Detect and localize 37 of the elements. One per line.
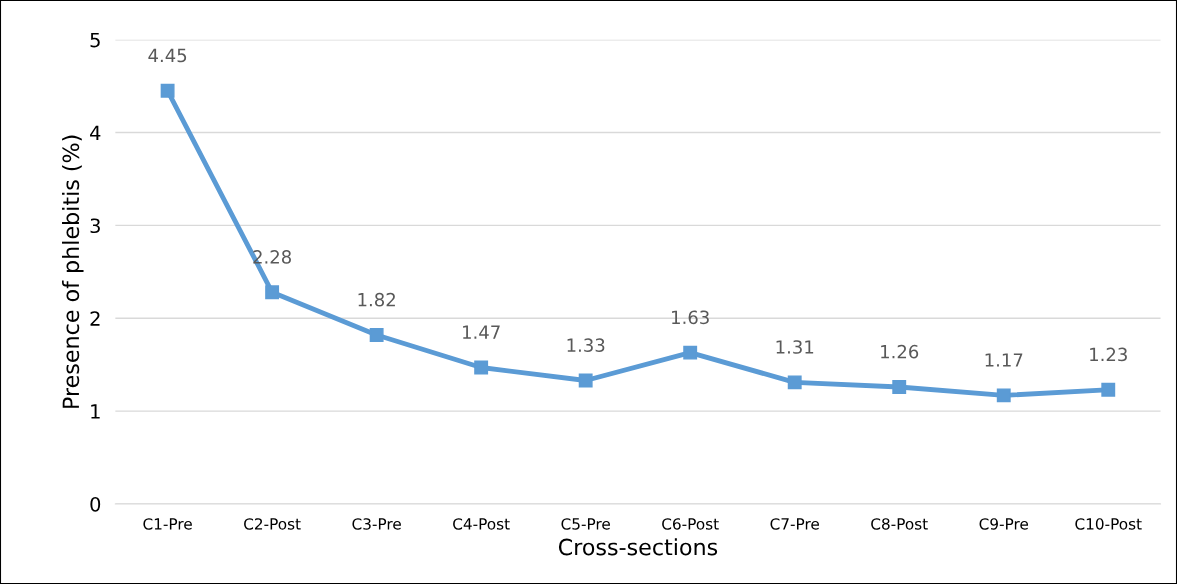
x-tick-label: C3-Pre <box>352 518 401 530</box>
point <box>265 285 280 300</box>
x-tick-label: C9-Pre <box>979 518 1029 530</box>
x-tick-label: C6-Post <box>662 518 719 530</box>
point <box>996 388 1011 403</box>
y-tick-label: 5 <box>90 32 100 48</box>
data-label: 1.31 <box>776 340 814 354</box>
point <box>892 380 907 394</box>
point <box>1101 382 1116 397</box>
data-label: 4.45 <box>148 48 187 63</box>
x-tick-label: C2-Post <box>244 518 301 530</box>
point <box>787 375 802 390</box>
x-tick-label: C10-Post <box>1075 518 1142 530</box>
x-axis-title: Cross-sections <box>558 538 718 556</box>
x-tick-label: C5-Pre <box>561 518 610 530</box>
x-tick-label: C8-Post <box>871 518 928 530</box>
point <box>683 345 698 360</box>
data-label: 1.33 <box>567 338 605 352</box>
data-label: 1.17 <box>985 353 1023 367</box>
data-label: 1.26 <box>881 344 919 359</box>
data-label: 1.63 <box>672 310 709 325</box>
y-axis-title: Presence of phlebitis (%) <box>62 135 84 408</box>
data-label: 1.23 <box>1090 347 1127 362</box>
y-tick-label: 0 <box>90 496 101 512</box>
y-tick-label: 2 <box>90 311 100 326</box>
x-tick-label: C7-Pre <box>770 518 819 530</box>
y-tick-label: 1 <box>91 404 100 419</box>
y-tick-label: 3 <box>90 218 100 234</box>
point <box>369 328 384 342</box>
y-tick-label: 4 <box>90 125 101 140</box>
point <box>578 373 593 388</box>
x-tick-label: C1-Pre <box>143 518 192 530</box>
data-label: 1.47 <box>463 325 500 339</box>
point <box>160 83 175 98</box>
point <box>474 360 489 375</box>
data-label: 1.82 <box>358 292 395 307</box>
x-tick-label: C4-Post <box>453 518 510 530</box>
